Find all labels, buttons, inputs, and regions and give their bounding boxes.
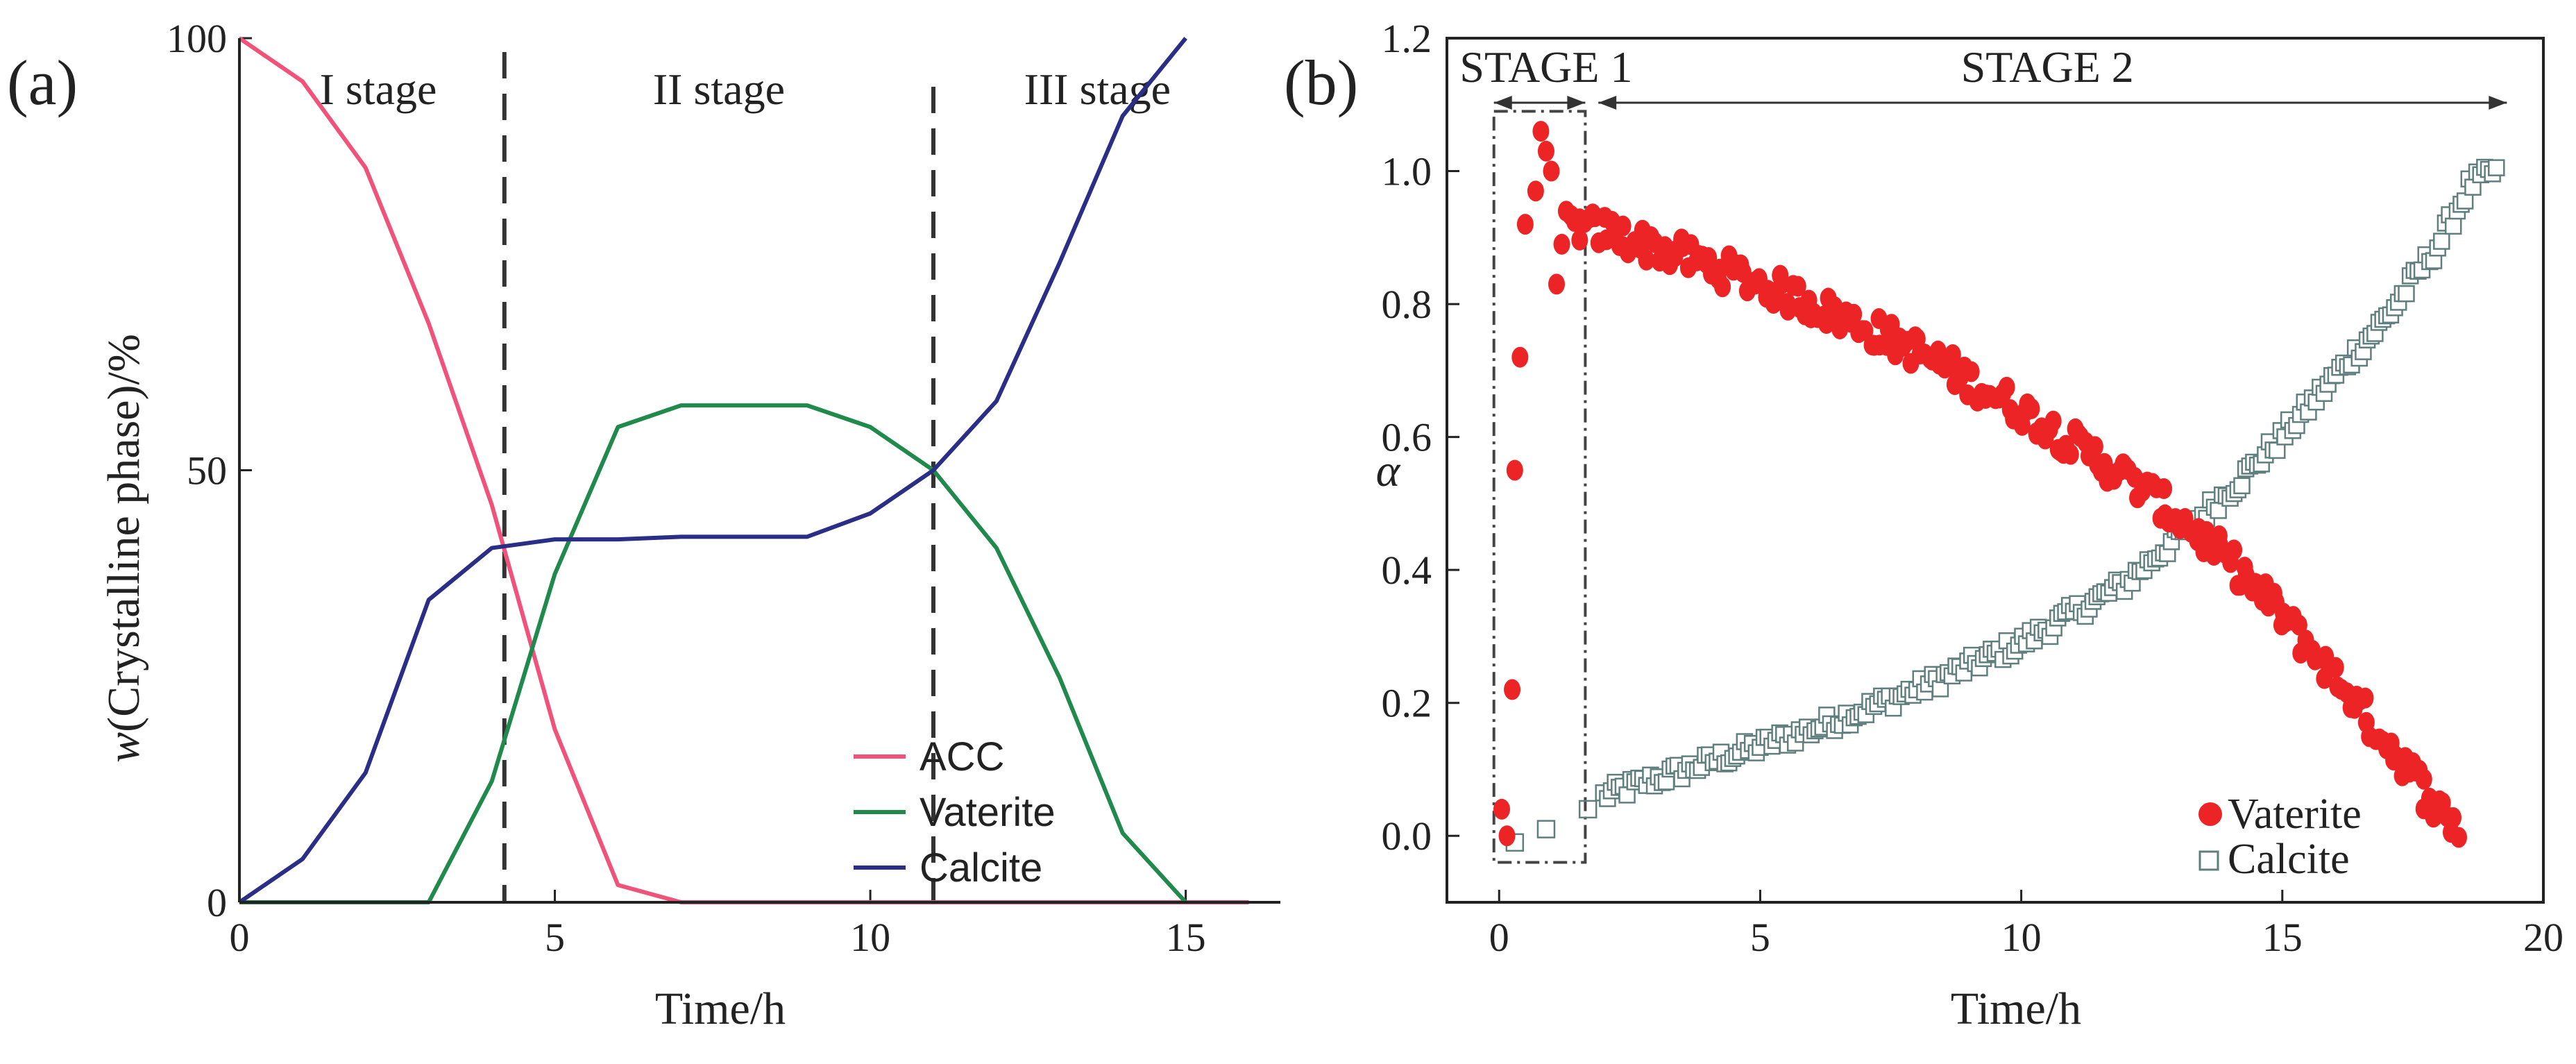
x-tick-label: 10 bbox=[850, 915, 890, 960]
stage-label-2: II stage bbox=[653, 65, 785, 114]
stage-1-box bbox=[1492, 110, 1587, 864]
vaterite-point bbox=[2155, 478, 2173, 500]
panel-a-label: (a) bbox=[7, 47, 78, 118]
vaterite-point bbox=[2327, 657, 2344, 678]
stage-arrow-head-left bbox=[1493, 96, 1512, 110]
vaterite-point bbox=[1532, 121, 1550, 142]
vaterite-point bbox=[2086, 436, 2103, 457]
vaterite-point bbox=[2226, 539, 2243, 561]
stage-arrow-head-right bbox=[2489, 96, 2507, 110]
x-tick-label: 15 bbox=[1166, 915, 1206, 960]
panel-a: (a) I stage II stage III stage 0 5 10 15 0 50… bbox=[7, 16, 1280, 1034]
calcite-point bbox=[1578, 800, 1598, 819]
vaterite-point bbox=[1527, 180, 1544, 202]
vaterite-point bbox=[1504, 679, 1521, 700]
x-tick-label: 5 bbox=[1750, 915, 1770, 960]
vaterite-point bbox=[1845, 303, 1863, 325]
x-axis-label: Time/h bbox=[1951, 983, 2081, 1034]
legend: Vaterite Calcite bbox=[2198, 791, 2362, 883]
y-tick-label: 0 bbox=[207, 880, 227, 925]
legend-label-acc: ACC bbox=[920, 734, 1004, 779]
y-tick-label: 0.4 bbox=[1382, 548, 1432, 593]
x-tick-label: 10 bbox=[2001, 915, 2042, 960]
vaterite-point bbox=[1614, 215, 1632, 237]
y-tick-label: 1.0 bbox=[1382, 149, 1432, 194]
vaterite-point bbox=[1638, 249, 1655, 271]
y-tick-label: 0.8 bbox=[1382, 282, 1432, 327]
stage-arrow-head-right bbox=[1567, 96, 1586, 110]
y-axis-label-symbol: w bbox=[99, 732, 149, 763]
vaterite-point bbox=[1789, 276, 1806, 297]
vaterite-point bbox=[1537, 140, 1554, 162]
vaterite-point bbox=[1571, 229, 1588, 251]
vaterite-point bbox=[2357, 687, 2374, 709]
vaterite-point bbox=[1553, 233, 1570, 255]
vaterite-point bbox=[1963, 361, 1980, 382]
calcite-point bbox=[2488, 159, 2505, 176]
vaterite-point bbox=[1516, 214, 1534, 235]
vaterite-point bbox=[2415, 768, 2432, 790]
vaterite-point bbox=[1714, 276, 1731, 298]
legend-label-vaterite: Vaterite bbox=[920, 790, 1056, 835]
calcite-point bbox=[2433, 233, 2450, 250]
vaterite-point bbox=[2062, 444, 2079, 465]
vaterite-point bbox=[2044, 410, 2062, 432]
y-tick-label: 0.6 bbox=[1382, 415, 1432, 460]
series-line-calcite bbox=[238, 37, 1187, 904]
vaterite-point bbox=[1543, 160, 1560, 182]
plot-frame bbox=[1446, 37, 2545, 904]
vaterite-point bbox=[2445, 807, 2462, 829]
calcite-point bbox=[2233, 477, 2251, 495]
vaterite-point bbox=[1506, 459, 1523, 481]
y-tick-label: 0.2 bbox=[1382, 681, 1432, 726]
legend-marker-calcite bbox=[2198, 850, 2219, 871]
stage-arrow-head-left bbox=[1598, 96, 1617, 110]
stage-label-1: I stage bbox=[320, 65, 437, 114]
calcite-point bbox=[1536, 820, 1556, 838]
stage-2-label: STAGE 2 bbox=[1961, 42, 2134, 92]
vaterite-point bbox=[2450, 827, 2468, 848]
vaterite-point bbox=[1998, 376, 2015, 398]
y-axis-label: w(Crystalline phase)/% bbox=[99, 334, 149, 763]
y-tick-label: 50 bbox=[187, 448, 227, 493]
x-axis-label: Time/h bbox=[655, 983, 786, 1034]
vaterite-point bbox=[1511, 346, 1529, 368]
vaterite-point bbox=[1493, 798, 1510, 820]
x-tick-label: 20 bbox=[2523, 915, 2564, 960]
x-tick-label: 5 bbox=[545, 915, 565, 960]
vaterite-point bbox=[1498, 825, 1516, 847]
series-line-acc bbox=[238, 36, 1249, 904]
stage-label-3: III stage bbox=[1024, 65, 1171, 114]
y-tick-label: 1.2 bbox=[1382, 16, 1432, 61]
series-line-vaterite bbox=[239, 403, 1187, 904]
stage-1-label: STAGE 1 bbox=[1459, 42, 1632, 92]
vaterite-point bbox=[1700, 247, 1718, 269]
legend-label-calcite: Calcite bbox=[920, 845, 1042, 890]
x-tick-label: 0 bbox=[1489, 915, 1509, 960]
legend-label-calcite: Calcite bbox=[2228, 836, 2350, 883]
x-tick-label: 0 bbox=[230, 915, 250, 960]
y-tick-label: 100 bbox=[167, 16, 227, 61]
y-tick-label: 0.0 bbox=[1382, 813, 1432, 859]
x-tick-label: 15 bbox=[2262, 915, 2303, 960]
calcite-point bbox=[2444, 217, 2462, 235]
legend: ACC Vaterite Calcite bbox=[854, 734, 1056, 890]
legend-marker-vaterite bbox=[2198, 802, 2222, 826]
panel-b: (b) 0 5 10 15 20 0.0 0.2 0.4 0.6 0.8 1.0 1.2 STAGE … bbox=[1284, 16, 2564, 1034]
calcite-point bbox=[2398, 285, 2415, 303]
vaterite-point bbox=[1548, 273, 1565, 295]
y-axis-label: α bbox=[1376, 446, 1401, 496]
y-axis-label-text: (Crystalline phase)/% bbox=[99, 334, 149, 732]
legend-label-vaterite: Vaterite bbox=[2228, 791, 2362, 838]
vaterite-point bbox=[2023, 398, 2040, 419]
panel-b-label: (b) bbox=[1284, 47, 1358, 118]
